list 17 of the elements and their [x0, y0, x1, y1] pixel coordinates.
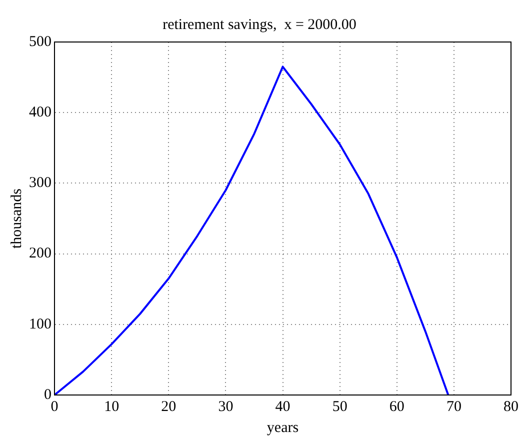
- x-tick-label: 10: [104, 398, 120, 415]
- y-tick-label: 300: [29, 175, 52, 192]
- y-axis-title: thousands: [8, 188, 25, 248]
- y-tick-label: 400: [29, 104, 52, 121]
- x-tick-label: 70: [446, 398, 462, 415]
- x-axis-title: years: [266, 420, 299, 436]
- x-tick-label: 50: [332, 398, 348, 415]
- y-tick-label: 200: [29, 246, 52, 262]
- y-tick-label: 0: [44, 386, 52, 403]
- x-tick-label: 40: [275, 398, 290, 415]
- x-tick-label: 60: [389, 398, 404, 415]
- y-tick-label: 100: [29, 316, 52, 332]
- x-tick-label: 80: [504, 398, 518, 415]
- x-tick-label: 20: [161, 398, 176, 415]
- chart-title: retirement savings, x = 2000.00: [162, 16, 356, 33]
- x-tick-label: 30: [218, 398, 234, 415]
- y-tick-label: 500: [29, 34, 52, 50]
